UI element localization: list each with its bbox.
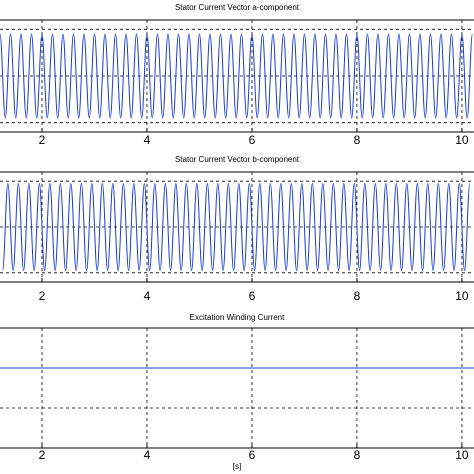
x-tick-label: 10 <box>455 133 469 147</box>
x-tick-label: 4 <box>144 289 151 303</box>
panel-title: Stator Current Vector a-component <box>175 3 300 12</box>
x-tick-label: 2 <box>39 133 46 147</box>
x-tick-label: 2 <box>39 289 46 303</box>
panel-title: Stator Current Vector b-component <box>175 155 300 164</box>
x-tick-label: 2 <box>39 448 46 462</box>
x-tick-label: 4 <box>144 133 151 147</box>
x-tick-label: 8 <box>354 448 361 462</box>
x-tick-label: 8 <box>354 289 361 303</box>
x-tick-label: 6 <box>249 448 256 462</box>
x-tick-label: 10 <box>455 289 469 303</box>
data-line <box>2 182 471 272</box>
panel-title: Excitation Winding Current <box>190 313 285 322</box>
x-tick-label: 10 <box>455 448 469 462</box>
x-tick-label: 8 <box>354 133 361 147</box>
x-axis-label: [s] <box>233 462 241 471</box>
x-tick-label: 6 <box>249 289 256 303</box>
data-line <box>0 33 473 119</box>
x-tick-label: 6 <box>249 133 256 147</box>
x-tick-label: 4 <box>144 448 151 462</box>
